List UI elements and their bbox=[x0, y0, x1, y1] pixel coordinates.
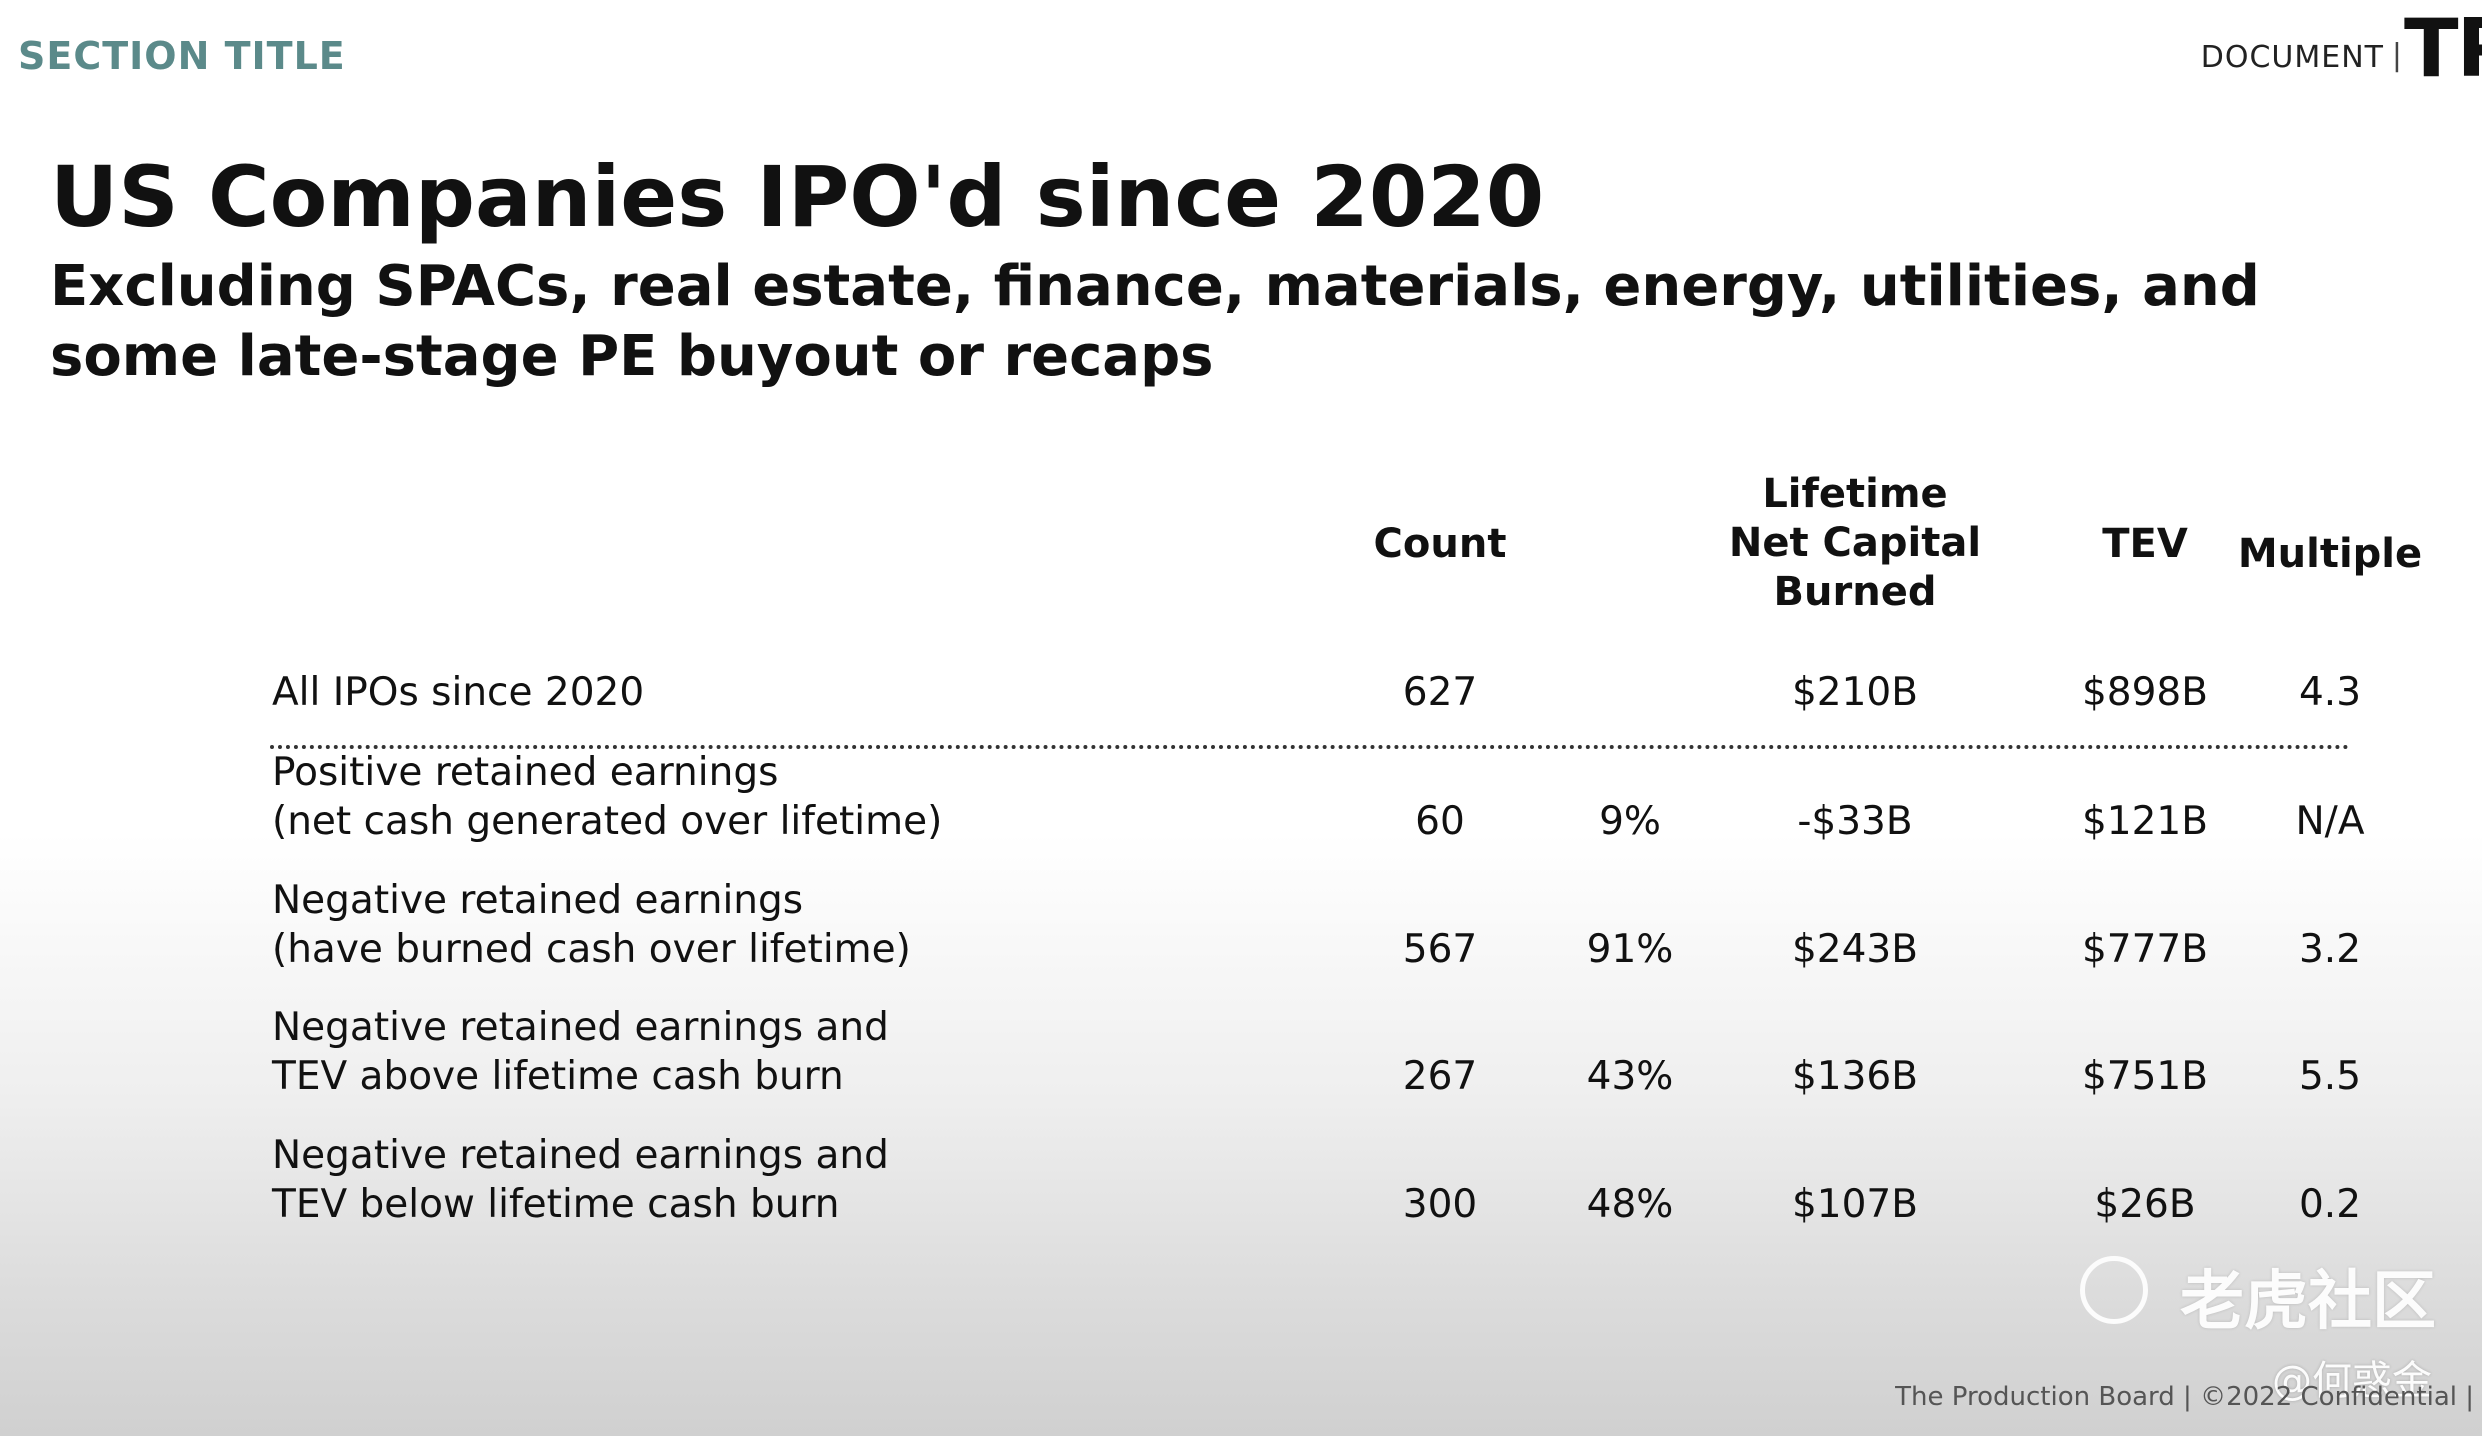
tiger-logo-icon bbox=[2080, 1256, 2148, 1324]
watermark-brand: 老虎社区 bbox=[2180, 1265, 2436, 1339]
cell-count: 567 bbox=[1402, 927, 1478, 972]
row-label-line1: Negative retained earnings and bbox=[272, 1133, 889, 1178]
cell-burned: -$33B bbox=[1797, 799, 1913, 844]
cell-tev: $777B bbox=[2081, 927, 2208, 972]
cell-multiple: 0.2 bbox=[2298, 1182, 2362, 1227]
table-row: Negative retained earnings and TEV above… bbox=[260, 1003, 2361, 1103]
header-count: Count bbox=[1373, 521, 1507, 567]
brand-logo: TP bbox=[2404, 2, 2482, 95]
cell-percent: 43% bbox=[1586, 1054, 1674, 1099]
table-divider bbox=[270, 745, 2350, 749]
cell-multiple: N/A bbox=[2295, 799, 2365, 844]
row-label-line2: TEV above lifetime cash burn bbox=[272, 1054, 844, 1099]
table-row: Negative retained earnings and TEV below… bbox=[260, 1131, 2361, 1231]
section-title: SECTION TITLE bbox=[18, 34, 346, 78]
cell-tev: $751B bbox=[2081, 1054, 2208, 1099]
cell-percent: 48% bbox=[1586, 1182, 1674, 1227]
row-label-line2: (net cash generated over lifetime) bbox=[272, 799, 943, 844]
cell-tev: $898B bbox=[2081, 670, 2208, 715]
header-separator: | bbox=[2391, 38, 2402, 73]
header-net-capital-burned: Lifetime Net Capital Burned bbox=[1670, 470, 2040, 617]
cell-percent: 91% bbox=[1586, 927, 1674, 972]
slide-subtitle: Excluding SPACs, real estate, finance, m… bbox=[50, 254, 2260, 389]
header-burned-line2: Net Capital bbox=[1728, 520, 1982, 566]
cell-percent: 9% bbox=[1599, 799, 1661, 844]
cell-count: 627 bbox=[1402, 670, 1478, 715]
row-label-line2: (have burned cash over lifetime) bbox=[272, 927, 911, 972]
slide-header: SECTION TITLE DOCUMENT | TP bbox=[0, 0, 2482, 110]
cell-tev: $121B bbox=[2081, 799, 2208, 844]
cell-burned: $210B bbox=[1791, 670, 1918, 715]
cell-multiple: 4.3 bbox=[2298, 670, 2362, 715]
header-burned-line3: Burned bbox=[1773, 569, 1937, 615]
cell-burned: $107B bbox=[1791, 1182, 1918, 1227]
header-tev: TEV bbox=[2102, 521, 2188, 567]
row-label-line1: Positive retained earnings bbox=[272, 750, 779, 795]
slide-title: US Companies IPO'd since 2020 bbox=[50, 148, 1545, 246]
cell-multiple: 5.5 bbox=[2298, 1054, 2362, 1099]
row-label-line2: TEV below lifetime cash burn bbox=[272, 1182, 840, 1227]
cell-tev: $26B bbox=[2094, 1182, 2196, 1227]
table-row: Positive retained earnings (net cash gen… bbox=[260, 748, 2365, 848]
header-multiple: Multiple bbox=[2237, 531, 2423, 577]
watermark: 老虎社区 bbox=[2080, 1250, 2480, 1350]
row-label: All IPOs since 2020 bbox=[272, 670, 645, 715]
cell-burned: $136B bbox=[1791, 1054, 1918, 1099]
ipo-summary-table: Count Lifetime Net Capital Burned TEV Mu… bbox=[260, 460, 2422, 1260]
row-label-line1: Negative retained earnings and bbox=[272, 1005, 889, 1050]
watermark-handle: @何惑金 bbox=[2272, 1358, 2432, 1404]
cell-count: 300 bbox=[1402, 1182, 1478, 1227]
cell-count: 60 bbox=[1415, 799, 1465, 844]
table-row: Negative retained earnings (have burned … bbox=[260, 876, 2361, 976]
cell-multiple: 3.2 bbox=[2298, 927, 2362, 972]
footer-text: The Production Board | ©2022 Confidentia… bbox=[1895, 1382, 2474, 1412]
row-label-line1: Negative retained earnings bbox=[272, 878, 804, 923]
cell-burned: $243B bbox=[1791, 927, 1918, 972]
document-label: DOCUMENT bbox=[2200, 40, 2384, 75]
table-row: All IPOs since 2020 627 $210B $898B 4.3 bbox=[260, 668, 2361, 728]
header-burned-line1: Lifetime bbox=[1762, 471, 1948, 517]
cell-count: 267 bbox=[1402, 1054, 1478, 1099]
